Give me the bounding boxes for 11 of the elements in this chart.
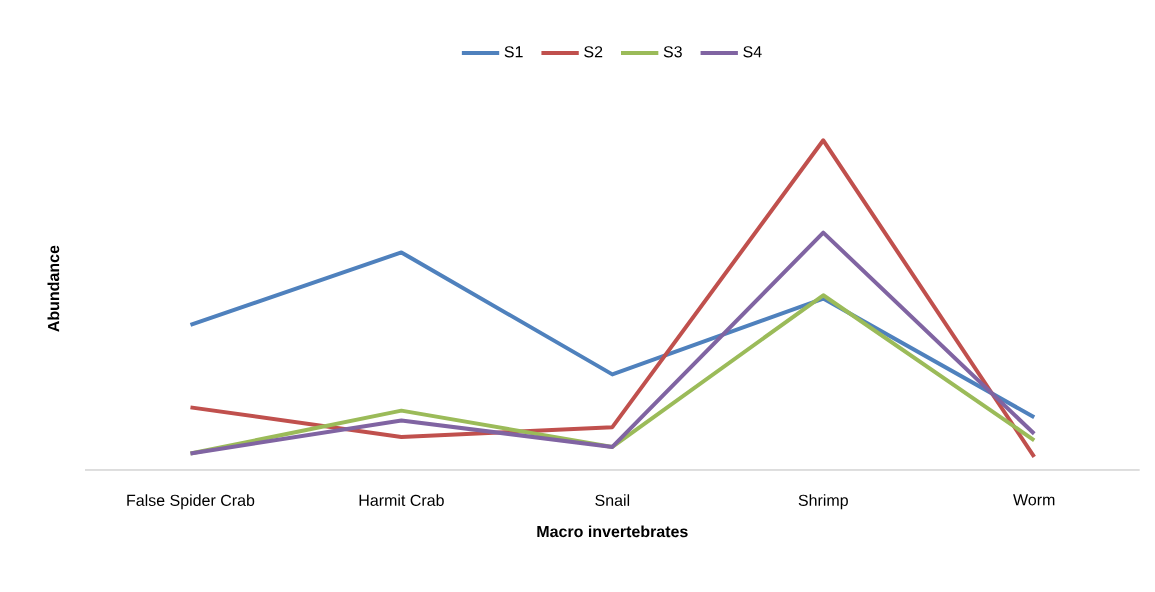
x-tick-label: Snail (595, 494, 630, 507)
x-axis-title: Macro invertebrates (537, 525, 688, 538)
y-axis-title: Abundance (47, 245, 60, 332)
legend-label: S1 (504, 46, 523, 58)
legend-label: S4 (743, 46, 762, 58)
x-tick-label: Worm (1013, 494, 1055, 506)
x-tick-label: Harmit Crab (359, 494, 444, 507)
legend-label: S3 (663, 46, 682, 58)
x-tick-label: False Spider Crab (127, 494, 255, 510)
legend-label: S2 (584, 46, 603, 58)
x-tick-label: Shrimp (798, 494, 848, 510)
